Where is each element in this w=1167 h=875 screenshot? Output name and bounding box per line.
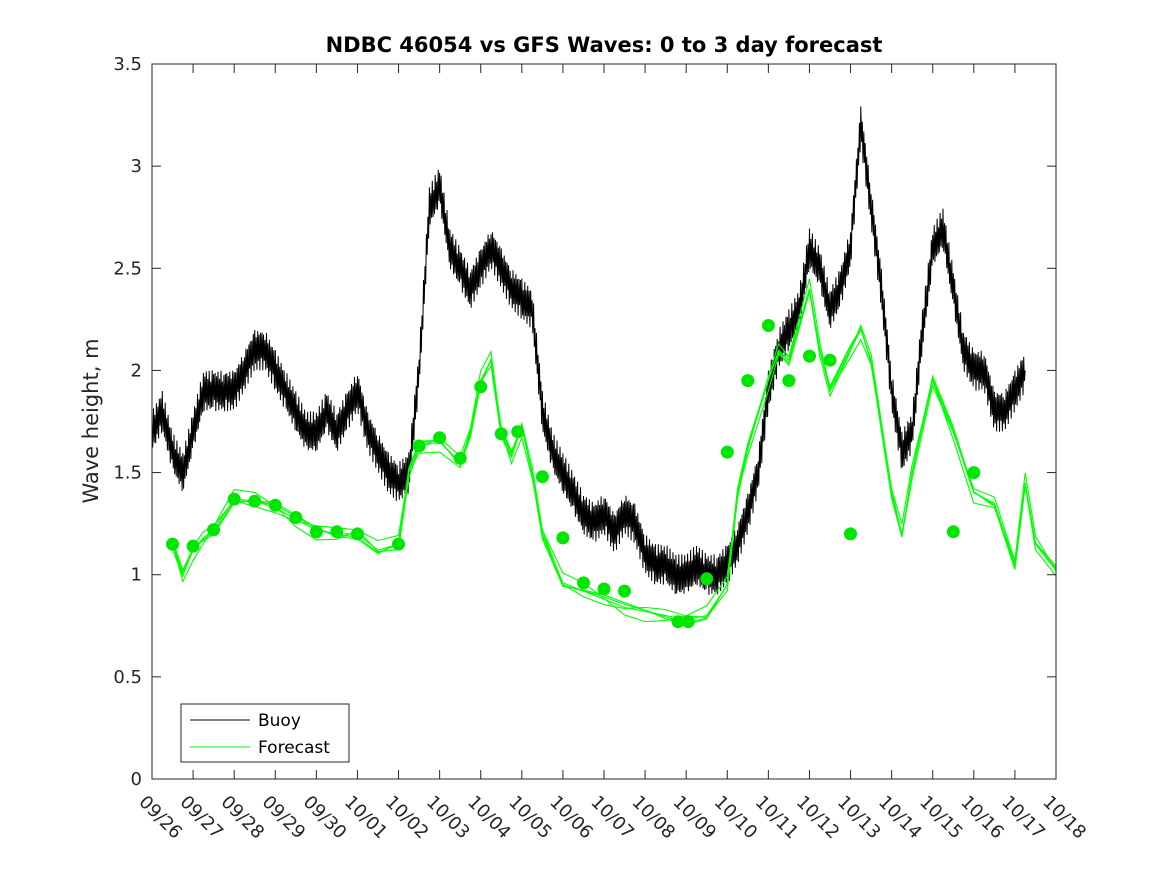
forecast-marker xyxy=(761,319,775,332)
series-forecast-line-4 xyxy=(171,278,1057,623)
forecast-marker xyxy=(671,615,685,629)
forecast-marker xyxy=(700,572,714,586)
y-tick-label: 3 xyxy=(131,156,142,177)
forecast-marker xyxy=(309,525,323,539)
chart-title: NDBC 46054 vs GFS Waves: 0 to 3 day fore… xyxy=(326,33,883,57)
forecast-marker xyxy=(720,445,734,459)
forecast-marker xyxy=(681,615,695,629)
series-forecast-line-5 xyxy=(171,290,1057,624)
forecast-marker xyxy=(330,525,344,539)
y-tick-label: 2 xyxy=(131,360,142,381)
forecast-marker xyxy=(844,527,857,541)
forecast-marker xyxy=(289,511,303,524)
forecast-marker xyxy=(227,492,241,506)
forecast-marker xyxy=(618,584,631,598)
forecast-marker xyxy=(248,494,262,508)
y-tick-label: 1.5 xyxy=(113,463,142,484)
forecast-marker xyxy=(433,431,447,445)
forecast-marker xyxy=(166,537,179,551)
legend: Buoy Forecast xyxy=(180,703,350,763)
legend-buoy-label: Buoy xyxy=(258,711,301,731)
y-tick-label: 1 xyxy=(131,565,142,586)
forecast-marker xyxy=(946,525,960,539)
forecast-marker xyxy=(207,523,221,537)
y-axis-label: Wave height, m xyxy=(79,338,103,503)
forecast-marker xyxy=(823,353,837,367)
y-tick-label: 3.5 xyxy=(113,54,142,75)
series-forecast-line-3 xyxy=(171,290,1057,618)
forecast-marker xyxy=(597,582,611,596)
forecast-marker xyxy=(782,374,796,388)
forecast-marker xyxy=(392,537,405,551)
forecast-marker xyxy=(186,539,200,553)
forecast-marker xyxy=(351,527,364,541)
forecast-marker xyxy=(511,425,525,439)
forecast-marker xyxy=(741,374,755,388)
series-layer xyxy=(151,106,1057,629)
y-tick-label: 0 xyxy=(131,769,142,790)
forecast-marker xyxy=(967,466,981,480)
series-buoy-line xyxy=(151,106,1026,595)
forecast-marker xyxy=(803,349,816,363)
legend-forecast-label: Forecast xyxy=(258,738,330,758)
y-tick-label: 2.5 xyxy=(113,258,142,279)
forecast-marker xyxy=(556,531,570,545)
forecast-marker xyxy=(535,470,549,484)
forecast-marker xyxy=(577,576,590,590)
forecast-marker xyxy=(412,439,426,453)
forecast-marker xyxy=(268,498,282,512)
forecast-marker xyxy=(494,427,508,441)
legend-box xyxy=(180,703,350,763)
y-tick-label: 0.5 xyxy=(113,667,142,688)
forecast-marker xyxy=(453,451,467,465)
forecast-marker xyxy=(474,380,488,394)
